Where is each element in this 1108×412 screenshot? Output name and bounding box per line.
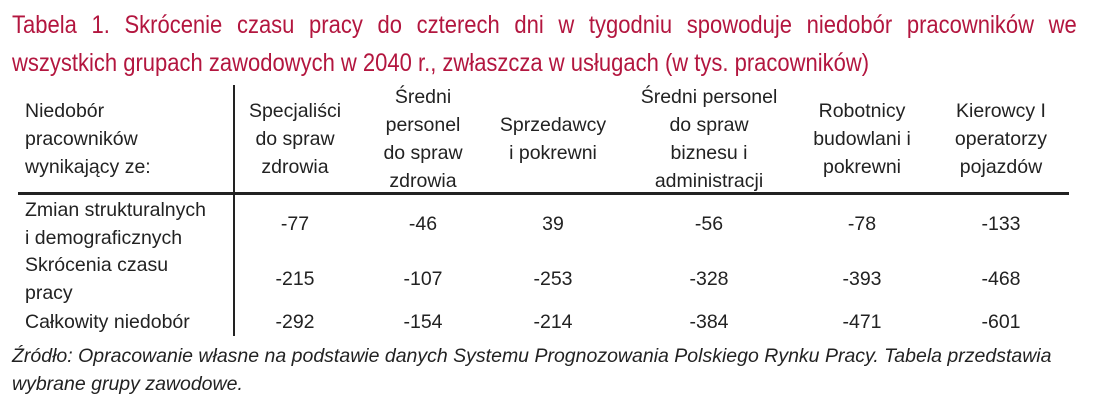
column-header-line: Średni personel: [640, 86, 778, 108]
table-cell: -471: [842, 311, 882, 333]
column-header-line: personel: [385, 114, 461, 136]
row-label-line: pracy: [25, 282, 73, 304]
column-header-line: biznesu i: [670, 142, 748, 164]
table-cell: -328: [689, 268, 729, 290]
header-divider: [18, 192, 1069, 195]
column-header-line: zdrowia: [261, 156, 329, 178]
row-label-line: Całkowity niedobór: [25, 311, 190, 333]
column-header-line: do spraw: [255, 128, 335, 150]
corner-header-line: wynikający ze:: [25, 156, 151, 178]
column-header-line: Sprzedawcy: [499, 114, 607, 136]
table-cell: -384: [689, 311, 729, 333]
column-header: Średni personel do spraw biznesu i administ…: [641, 83, 778, 195]
corner-header-line: Niedobór: [25, 100, 105, 122]
footnote: Źródło: Opracowanie własne na podstawie …: [12, 342, 1102, 398]
table-cell: -107: [403, 268, 443, 290]
corner-header: Niedobór pracowników wynikający ze:: [25, 97, 151, 181]
column-header-line: Robotnicy: [818, 100, 906, 122]
table-cell: -214: [533, 311, 573, 333]
column-header-line: operatorzy: [954, 128, 1048, 150]
row-label-line: i demograficznych: [25, 227, 183, 249]
footnote-line-1: Źródło: Opracowanie własne na podstawie …: [12, 345, 1052, 367]
vertical-divider: [233, 85, 235, 336]
title-line-2: wszystkich grupach zawodowych w 2040 r.,…: [12, 49, 870, 77]
column-header-line: i pokrewni: [509, 142, 597, 164]
table-cell: -292: [275, 311, 315, 333]
column-header: Robotnicy budowlani i pokrewni: [813, 97, 911, 181]
column-header: Kierowcy I operatorzy pojazdów: [955, 97, 1047, 181]
column-header-line: Średni: [394, 86, 452, 108]
column-header: Sprzedawcy i pokrewni: [500, 111, 606, 167]
corner-header-line: pracowników: [25, 128, 138, 150]
column-header-line: do spraw: [669, 114, 749, 136]
row-label: Całkowity niedobór: [25, 308, 190, 336]
column-header-line: pojazdów: [959, 156, 1043, 178]
title-line-1: Tabela 1. Skrócenie czasu pracy do czter…: [12, 11, 1077, 39]
table-title: Tabela 1. Skrócenie czasu pracy do czter…: [12, 6, 1077, 82]
table-cell: 39: [542, 213, 564, 235]
table-cell: -393: [842, 268, 882, 290]
table-cell: -78: [847, 213, 877, 235]
table-cell: -215: [275, 268, 315, 290]
table-cell: -468: [981, 268, 1021, 290]
table-cell: -253: [533, 268, 573, 290]
row-label-line: Skrócenia czasu: [25, 254, 169, 276]
column-header-line: budowlani i: [813, 128, 911, 150]
column-header-line: pokrewni: [822, 156, 902, 178]
column-header: Średni personel do spraw zdrowia: [383, 83, 462, 195]
table-cell: -77: [280, 213, 310, 235]
column-header-line: do spraw: [383, 142, 463, 164]
table-cell: -46: [408, 213, 438, 235]
column-header-line: Specjaliści: [248, 100, 342, 122]
column-header-line: Kierowcy I: [956, 100, 1046, 122]
row-label: Skrócenia czasu pracy: [25, 251, 168, 307]
table-cell: -56: [694, 213, 724, 235]
table-cell: -154: [403, 311, 443, 333]
row-label-line: Zmian strukturalnych: [25, 199, 206, 221]
row-label: Zmian strukturalnych i demograficznych: [25, 196, 206, 252]
column-header-line: administracji: [654, 170, 764, 192]
column-header: Specjaliści do spraw zdrowia: [249, 97, 341, 181]
footnote-line-2: wybrane grupy zawodowe.: [12, 373, 243, 395]
column-header-line: zdrowia: [389, 170, 457, 192]
table-cell: -601: [981, 311, 1021, 333]
table-cell: -133: [981, 213, 1021, 235]
